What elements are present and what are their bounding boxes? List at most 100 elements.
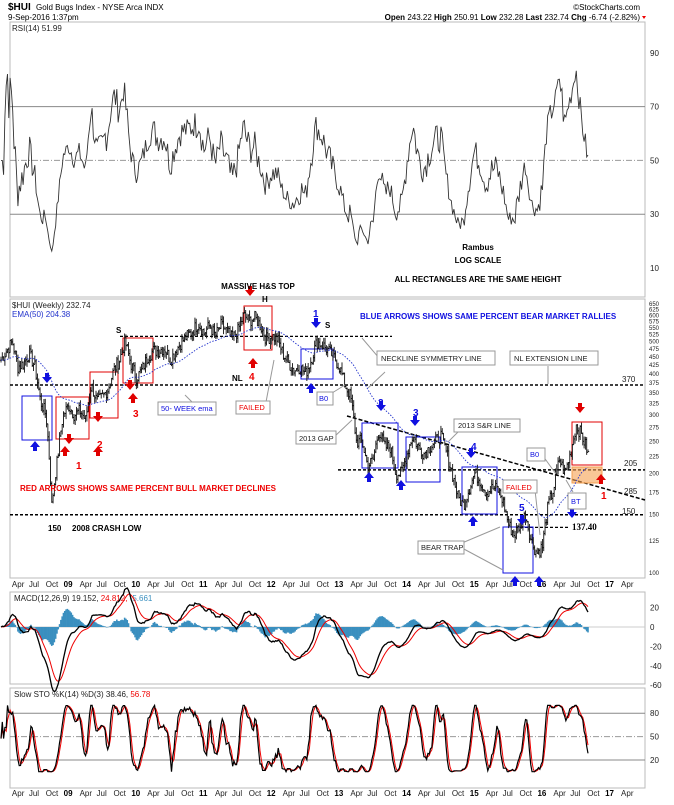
x-month-label: Apr (215, 580, 228, 589)
price-bar (494, 480, 496, 491)
price-bar (489, 486, 491, 494)
price-bar (518, 523, 520, 532)
x-month-label: Oct (587, 789, 600, 798)
price-bar (222, 316, 224, 334)
x-month-label: Jul (300, 580, 310, 589)
price-bar (120, 349, 122, 362)
svg-text:FAILED: FAILED (506, 483, 532, 492)
x-year-label: 09 (64, 789, 73, 798)
price-bar (472, 476, 474, 484)
red-up-arrow-icon (60, 446, 70, 456)
x-month-label: Apr (553, 580, 566, 589)
price-bar (583, 437, 585, 449)
price-bar (479, 478, 481, 491)
price-bar (213, 323, 215, 338)
price-bar (271, 337, 273, 345)
neckline-symmetry-callout: NECKLINE SYMMETRY LINE (362, 338, 495, 388)
price-bar (524, 511, 526, 526)
x-year-label: 14 (402, 580, 411, 589)
price-tick-label: 350 (649, 391, 660, 397)
price-bar (291, 363, 293, 375)
price-bar (75, 407, 77, 421)
price-bar (13, 343, 15, 354)
price-bar (579, 425, 581, 440)
x-month-label: Jul (367, 580, 377, 589)
price-bar (427, 447, 429, 458)
price-bar (82, 410, 84, 420)
price-bar (34, 356, 36, 365)
macd-line (1, 588, 588, 691)
x-year-label: 16 (537, 789, 546, 798)
x-month-label: Oct (46, 580, 59, 589)
price-bar (490, 479, 492, 494)
price-bar (317, 338, 319, 349)
x-month-label: Jul (435, 580, 445, 589)
price-bar (129, 349, 131, 365)
price-tick-label: 600 (649, 314, 660, 320)
macd-histogram-bar (176, 627, 178, 629)
crash-150-label: 150 (48, 524, 62, 533)
price-bar (392, 446, 394, 465)
price-bar (418, 442, 420, 450)
price-bar (380, 432, 382, 442)
price-bar (44, 399, 46, 418)
macd-histogram-bar (393, 626, 395, 627)
level-137: 137.40 (572, 522, 597, 532)
price-tick-label: 375 (649, 381, 660, 387)
red-number-1b: 1 (601, 491, 607, 502)
price-bar (431, 445, 433, 453)
price-bar (192, 330, 194, 341)
price-bar (477, 477, 479, 486)
macd-histogram-bar (467, 627, 469, 628)
price-bar (511, 530, 513, 537)
rsi-tick-label: 10 (650, 264, 659, 273)
price-bar (99, 390, 101, 396)
price-bar (131, 363, 133, 373)
price-bar (454, 475, 456, 488)
price-tick-label: 150 (649, 513, 660, 519)
price-bar (173, 353, 175, 360)
price-bar (325, 345, 327, 355)
x-month-label: Oct (384, 789, 397, 798)
price-bar (429, 446, 431, 456)
price-bar (97, 390, 99, 397)
price-bar (19, 361, 21, 373)
svg-text:BT: BT (571, 497, 581, 506)
price-bar (580, 423, 582, 434)
price-bar (130, 356, 132, 374)
price-bar (60, 431, 62, 437)
x-month-label: Oct (113, 580, 126, 589)
price-bar (569, 451, 571, 469)
price-bar (277, 332, 279, 343)
price-bar (455, 482, 457, 499)
price-bar (358, 435, 360, 450)
macd-histogram-bar (581, 625, 583, 627)
price-tick-label: 175 (649, 491, 660, 497)
price-bar (416, 444, 418, 451)
x-month-label: Apr (553, 789, 566, 798)
price-bar (379, 435, 381, 443)
price-bar (198, 324, 200, 334)
x-month-label: Oct (181, 789, 194, 798)
head-label: H (262, 295, 268, 304)
x-month-label: Apr (147, 580, 160, 589)
price-bar (403, 458, 405, 469)
x-month-label: Jul (29, 580, 39, 589)
level-205: 205 (624, 459, 638, 468)
price-bar (548, 496, 550, 505)
price-bar (515, 523, 517, 539)
price-bar (70, 409, 72, 414)
price-bar (373, 449, 375, 461)
price-bar (30, 345, 32, 354)
price-bar (161, 347, 163, 357)
macd-histogram-bar (219, 627, 221, 630)
x-year-label: 11 (199, 789, 208, 798)
price-bar (293, 368, 295, 376)
x-month-label: Apr (621, 580, 634, 589)
rsi-tick-label: 70 (650, 103, 659, 112)
x-month-label: Apr (486, 789, 499, 798)
x-month-label: Apr (215, 789, 228, 798)
price-bar (254, 311, 256, 322)
price-bar (101, 390, 103, 394)
price-bar (269, 338, 271, 349)
